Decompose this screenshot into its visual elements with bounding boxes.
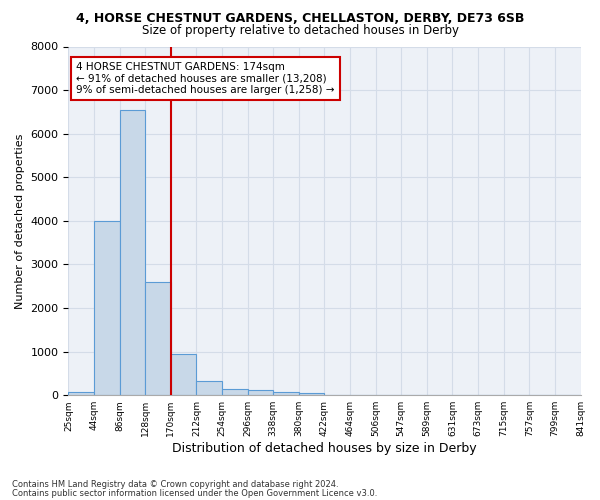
X-axis label: Distribution of detached houses by size in Derby: Distribution of detached houses by size … [172, 442, 477, 455]
Bar [299, 393, 325, 395]
Bar [248, 390, 273, 395]
Bar [68, 392, 94, 395]
Bar [145, 282, 171, 395]
Bar [273, 392, 299, 395]
Bar [94, 221, 119, 395]
Bar [171, 354, 196, 395]
Text: Contains HM Land Registry data © Crown copyright and database right 2024.: Contains HM Land Registry data © Crown c… [12, 480, 338, 489]
Bar [222, 389, 248, 395]
Text: 4 HORSE CHESTNUT GARDENS: 174sqm
← 91% of detached houses are smaller (13,208)
9: 4 HORSE CHESTNUT GARDENS: 174sqm ← 91% o… [76, 62, 335, 95]
Text: Size of property relative to detached houses in Derby: Size of property relative to detached ho… [142, 24, 458, 37]
Text: 4, HORSE CHESTNUT GARDENS, CHELLASTON, DERBY, DE73 6SB: 4, HORSE CHESTNUT GARDENS, CHELLASTON, D… [76, 12, 524, 26]
Bar [196, 381, 222, 395]
Y-axis label: Number of detached properties: Number of detached properties [15, 133, 25, 308]
Text: Contains public sector information licensed under the Open Government Licence v3: Contains public sector information licen… [12, 489, 377, 498]
Bar [119, 110, 145, 395]
